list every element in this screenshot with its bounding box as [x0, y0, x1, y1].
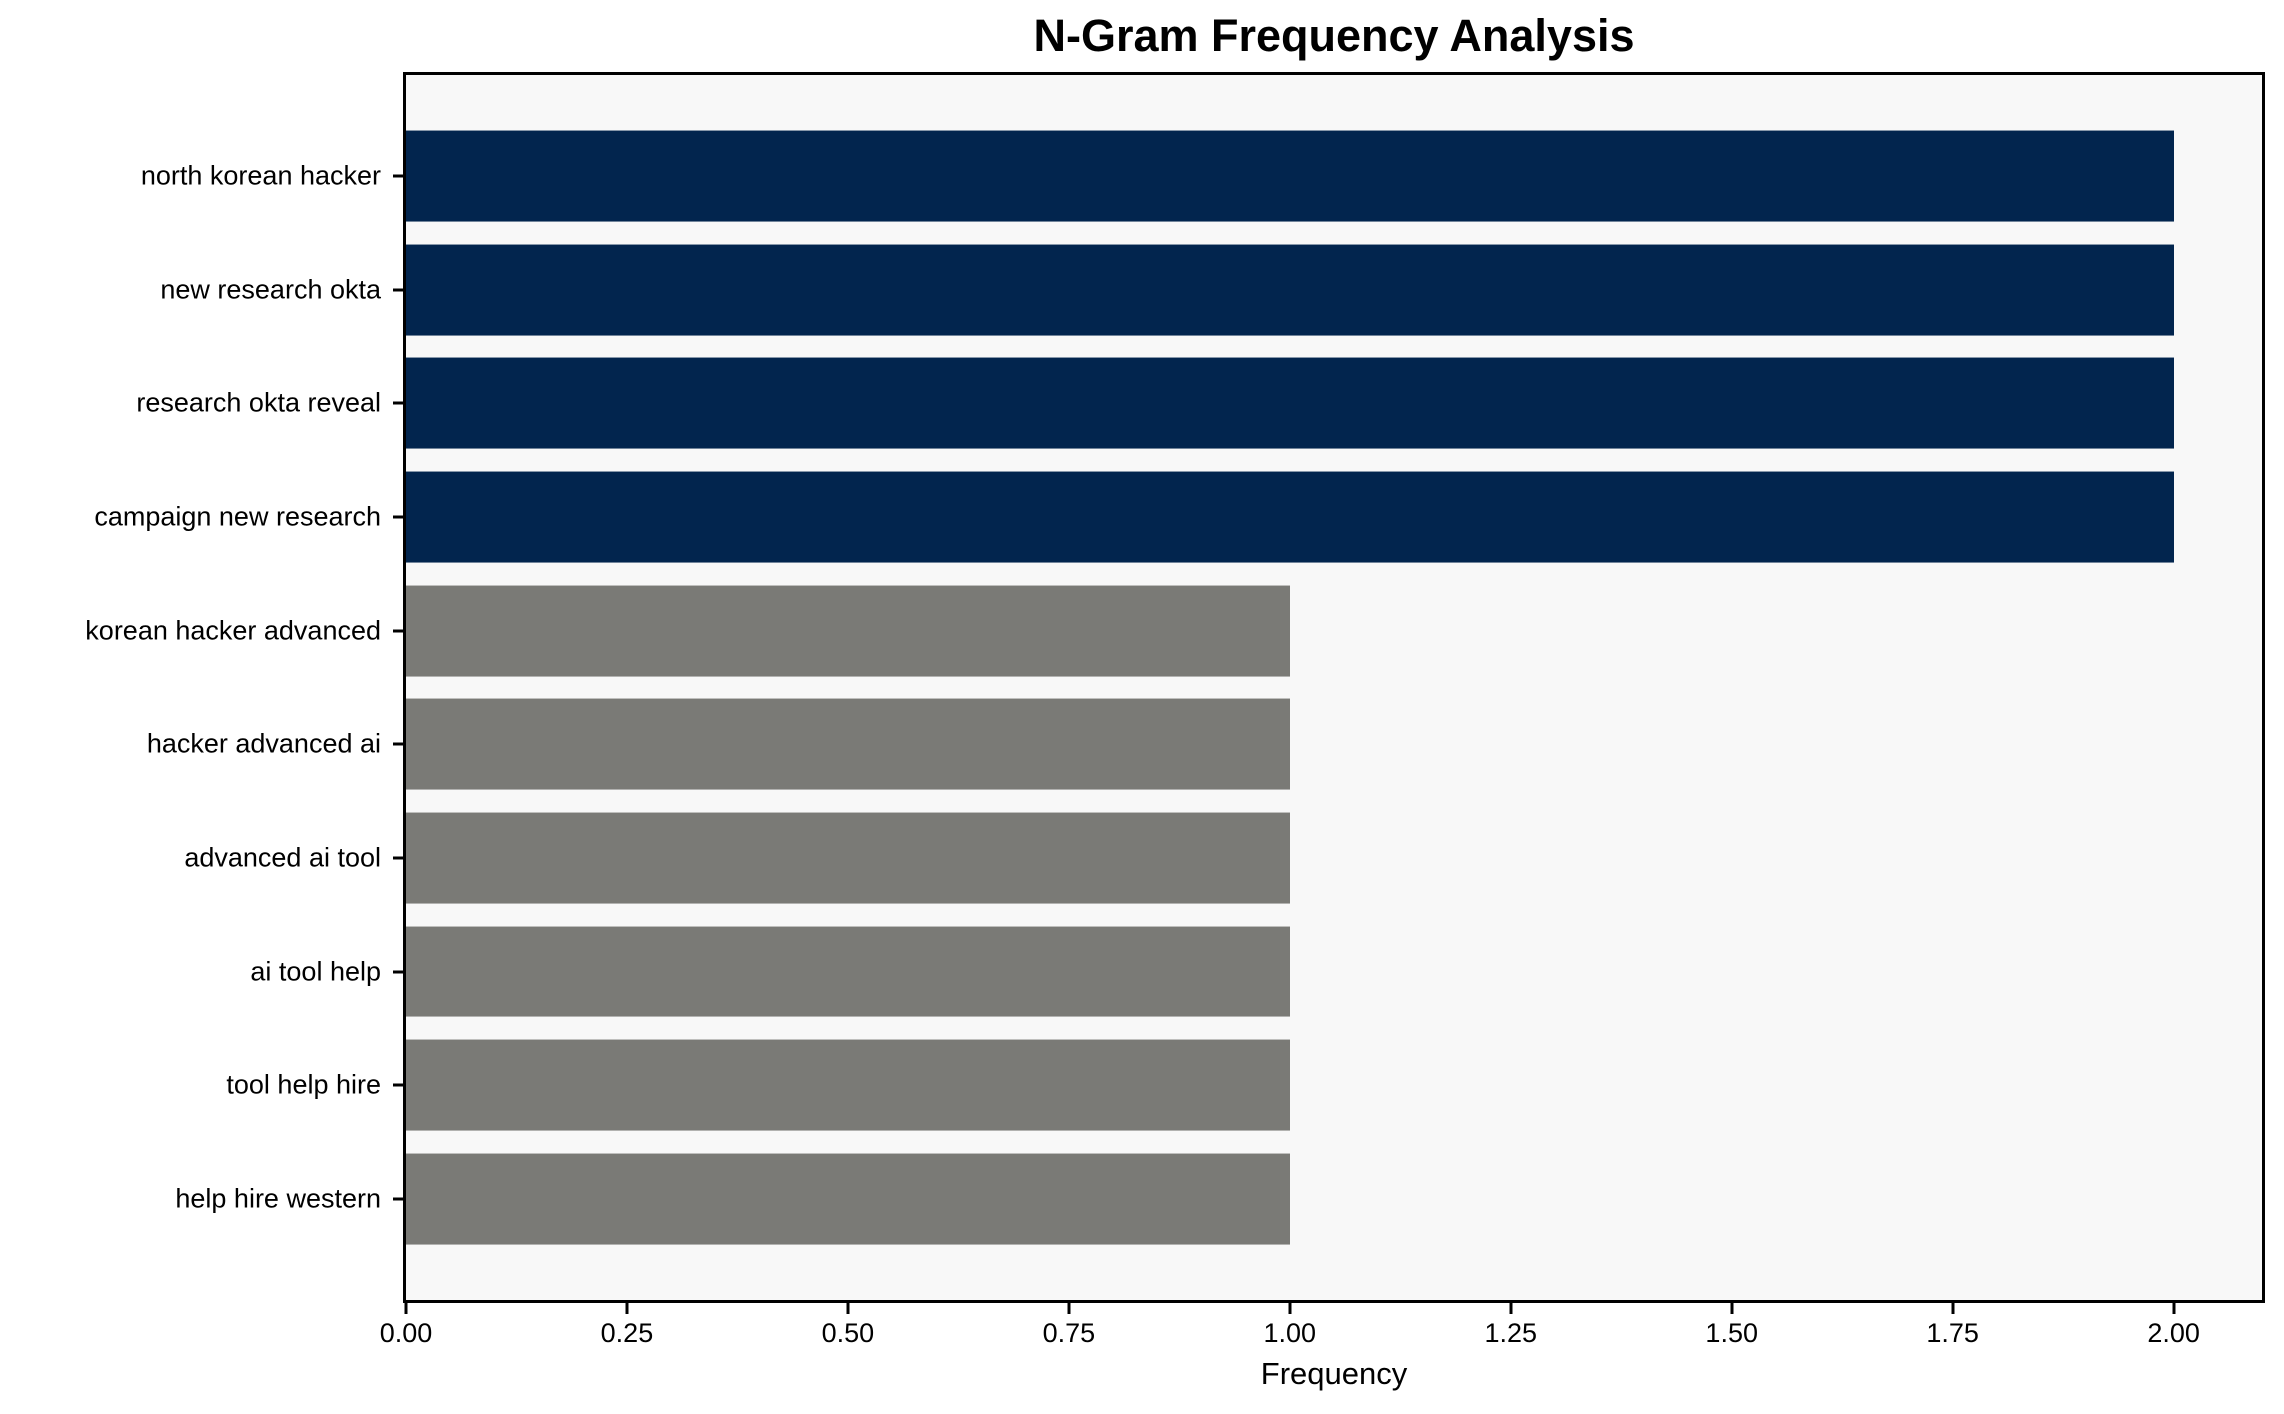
x-tick-label-0.25: 0.25 [600, 1318, 654, 1348]
y-axis-tick [393, 856, 403, 860]
chart-title: N-Gram Frequency Analysis [1033, 10, 1635, 61]
x-axis-tick [846, 1303, 850, 1314]
bar-tool-help-hire [406, 1039, 1290, 1131]
y-axis-tick [393, 515, 403, 519]
y-tick-label-campaign-new-research: campaign new research [94, 501, 381, 532]
bar-campaign-new-research [406, 471, 2174, 563]
x-tick-label-0.50: 0.50 [821, 1318, 875, 1348]
x-axis-tick [1067, 1303, 1071, 1314]
bar-hacker-advanced-ai [406, 698, 1290, 790]
y-axis-tick [393, 288, 403, 292]
x-axis-tick [1288, 1303, 1292, 1314]
x-axis-tick [2172, 1303, 2176, 1314]
x-tick-label-1.00: 1.00 [1263, 1318, 1317, 1348]
bar-advanced-ai-tool [406, 812, 1290, 904]
y-axis-tick [393, 1083, 403, 1087]
bar-ai-tool-help [406, 926, 1290, 1018]
y-axis-tick [393, 742, 403, 746]
plot-area: north korean hacker new research okta rese… [85, 72, 2265, 1347]
y-axis-tick [393, 174, 403, 178]
y-tick-label-korean-hacker-advanced: korean hacker advanced [85, 615, 381, 646]
x-tick-label-1.75: 1.75 [1926, 1318, 1979, 1348]
bar-help-hire-western [406, 1153, 1290, 1245]
bar-korean-hacker-advanced [406, 585, 1290, 677]
x-tick-label-1.25: 1.25 [1484, 1318, 1538, 1348]
x-axis-tick [1730, 1303, 1734, 1314]
x-tick-label-1.50: 1.50 [1705, 1318, 1758, 1348]
x-axis-tick [625, 1303, 629, 1314]
bar-research-okta-reveal [406, 357, 2174, 449]
x-tick-label-2.00: 2.00 [2147, 1318, 2200, 1348]
y-axis-tick [393, 1197, 403, 1201]
y-axis-tick [393, 970, 403, 974]
bar-north-korean-hacker [406, 130, 2174, 222]
bar-new-research-okta [406, 244, 2174, 336]
y-tick-label-research-okta-reveal: research okta reveal [136, 387, 381, 418]
y-tick-label-new-research-okta: new research okta [160, 274, 381, 305]
y-tick-label-north-korean-hacker: north korean hacker [140, 160, 381, 191]
y-tick-label-help-hire-western: help hire western [175, 1183, 381, 1214]
y-tick-label-ai-tool-help: ai tool help [250, 956, 381, 987]
y-tick-label-hacker-advanced-ai: hacker advanced ai [146, 728, 381, 759]
x-axis-tick [1951, 1303, 1955, 1314]
y-axis-tick [393, 629, 403, 633]
x-axis-tick [404, 1303, 408, 1314]
x-axis-label: Frequency [1260, 1356, 1408, 1391]
y-tick-label-tool-help-hire: tool help hire [226, 1069, 381, 1100]
x-axis-tick [1509, 1303, 1513, 1314]
x-tick-label-0.75: 0.75 [1042, 1318, 1096, 1348]
x-tick-label-0.00: 0.00 [379, 1318, 433, 1348]
y-axis-tick [393, 401, 403, 405]
y-tick-label-advanced-ai-tool: advanced ai tool [184, 842, 381, 873]
